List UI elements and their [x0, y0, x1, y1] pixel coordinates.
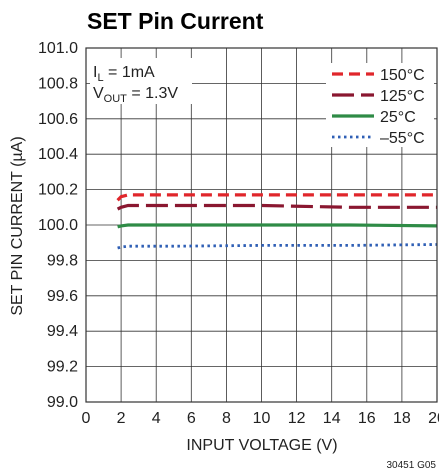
x-tick-label: 20: [428, 410, 439, 427]
x-tick-label: 4: [152, 410, 161, 427]
series-line-1: [116, 203, 437, 211]
y-tick-label: 101.0: [38, 40, 78, 57]
series-group: [116, 193, 438, 250]
y-tick-labels: 99.0 99.2 99.4 99.6 99.8 100.0 100.2 100.4 100.6…: [38, 40, 78, 411]
legend-label-0: 150°C: [380, 67, 425, 84]
y-tick-label: 99.4: [47, 323, 78, 340]
y-tick-label: 99.6: [47, 288, 78, 305]
y-axis-label: SET PIN CURRENT (µA): [9, 136, 26, 315]
x-tick-label: 18: [393, 410, 411, 427]
legend: 150°C 125°C 25°C –55°C: [326, 63, 434, 147]
y-tick-label: 99.0: [47, 394, 78, 411]
x-tick-label: 10: [253, 410, 271, 427]
annotation-backdrop: [90, 58, 192, 104]
x-tick-label: 0: [82, 410, 91, 427]
x-tick-label: 8: [222, 410, 231, 427]
plot-frame: [85, 47, 438, 403]
x-tick-label: 12: [288, 410, 306, 427]
series-line-3: [117, 243, 438, 250]
legend-label-1: 125°C: [380, 88, 425, 105]
y-tick-label: 99.2: [47, 359, 78, 376]
y-tick-label: 100.2: [38, 182, 78, 199]
annotation-line-2: VOUT = 1.3V: [93, 85, 178, 105]
x-tick-labels: 0 2 4 6 8 10 12 14 16 18 20: [82, 410, 439, 427]
figure-id: 30451 G05: [387, 460, 437, 471]
x-tick-label: 16: [358, 410, 376, 427]
y-tick-label: 99.8: [47, 252, 78, 269]
legend-backdrop: [326, 63, 434, 147]
y-tick-label: 100.8: [38, 75, 78, 92]
y-tick-label: 100.4: [38, 146, 78, 163]
annotation-line-1: IL = 1mA: [93, 64, 155, 84]
series-line-2: [117, 223, 438, 229]
x-axis-label: INPUT VOLTAGE (V): [186, 437, 337, 454]
x-tick-label: 6: [187, 410, 196, 427]
x-tick-label: 2: [117, 410, 126, 427]
y-tick-label: 100.6: [38, 111, 78, 128]
y-tick-label: 100.0: [38, 217, 78, 234]
legend-label-2: 25°C: [380, 109, 416, 126]
series-line-0: [116, 193, 437, 202]
legend-label-3: –55°C: [380, 130, 425, 147]
conditions-annotation: IL = 1mA VOUT = 1.3V: [90, 58, 192, 105]
chart-title: SET Pin Current: [87, 8, 264, 34]
x-tick-label: 14: [323, 410, 341, 427]
